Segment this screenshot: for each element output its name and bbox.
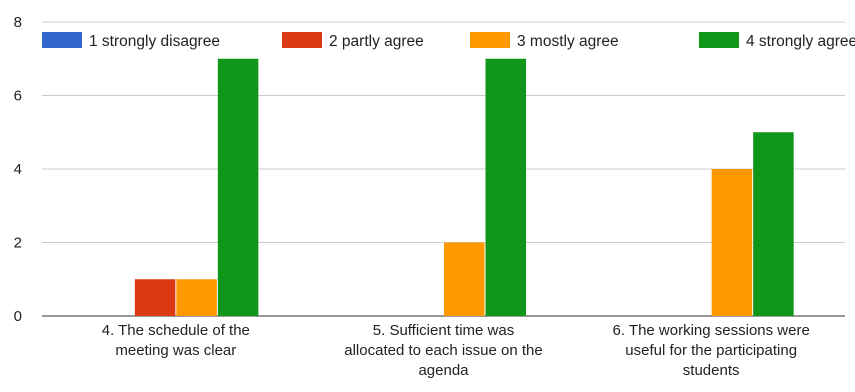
bar xyxy=(711,169,753,316)
x-category-label: students xyxy=(683,362,740,379)
legend-swatch xyxy=(699,32,739,48)
x-category-label: meeting was clear xyxy=(115,342,236,359)
x-category-label: 6. The working sessions were xyxy=(613,322,810,339)
bar xyxy=(753,132,794,316)
y-tick-label: 0 xyxy=(14,308,22,325)
bar xyxy=(176,279,217,316)
legend-swatch xyxy=(282,32,322,48)
y-tick-label: 8 xyxy=(14,14,22,31)
legend-label: 1 strongly disagree xyxy=(89,33,220,50)
bars xyxy=(134,58,794,316)
legend: 1 strongly disagree 2 partly agree 3 mostl… xyxy=(42,32,855,50)
bar xyxy=(217,58,259,316)
legend-swatch xyxy=(470,32,510,48)
y-tick-label: 6 xyxy=(14,88,22,105)
legend-label: 4 strongly agree xyxy=(746,33,855,50)
x-category-label: agenda xyxy=(418,362,469,379)
x-category-label: useful for the participating xyxy=(625,342,797,359)
y-tick-label: 2 xyxy=(14,235,22,252)
bar xyxy=(134,279,176,316)
y-tick-label: 4 xyxy=(14,161,22,178)
legend-label: 3 mostly agree xyxy=(517,33,619,50)
x-category-label: allocated to each issue on the xyxy=(344,342,542,359)
gridlines xyxy=(42,21,845,317)
x-category-label: 5. Sufficient time was xyxy=(373,322,514,339)
x-axis-labels: 4. The schedule of the meeting was clear 5… xyxy=(102,322,810,379)
bar xyxy=(485,58,526,316)
legend-swatch xyxy=(42,32,82,48)
legend-label: 2 partly agree xyxy=(329,33,424,50)
bar xyxy=(444,242,485,316)
x-category-label: 4. The schedule of the xyxy=(102,322,250,339)
y-axis-ticks: 0 2 4 6 8 xyxy=(14,14,22,325)
